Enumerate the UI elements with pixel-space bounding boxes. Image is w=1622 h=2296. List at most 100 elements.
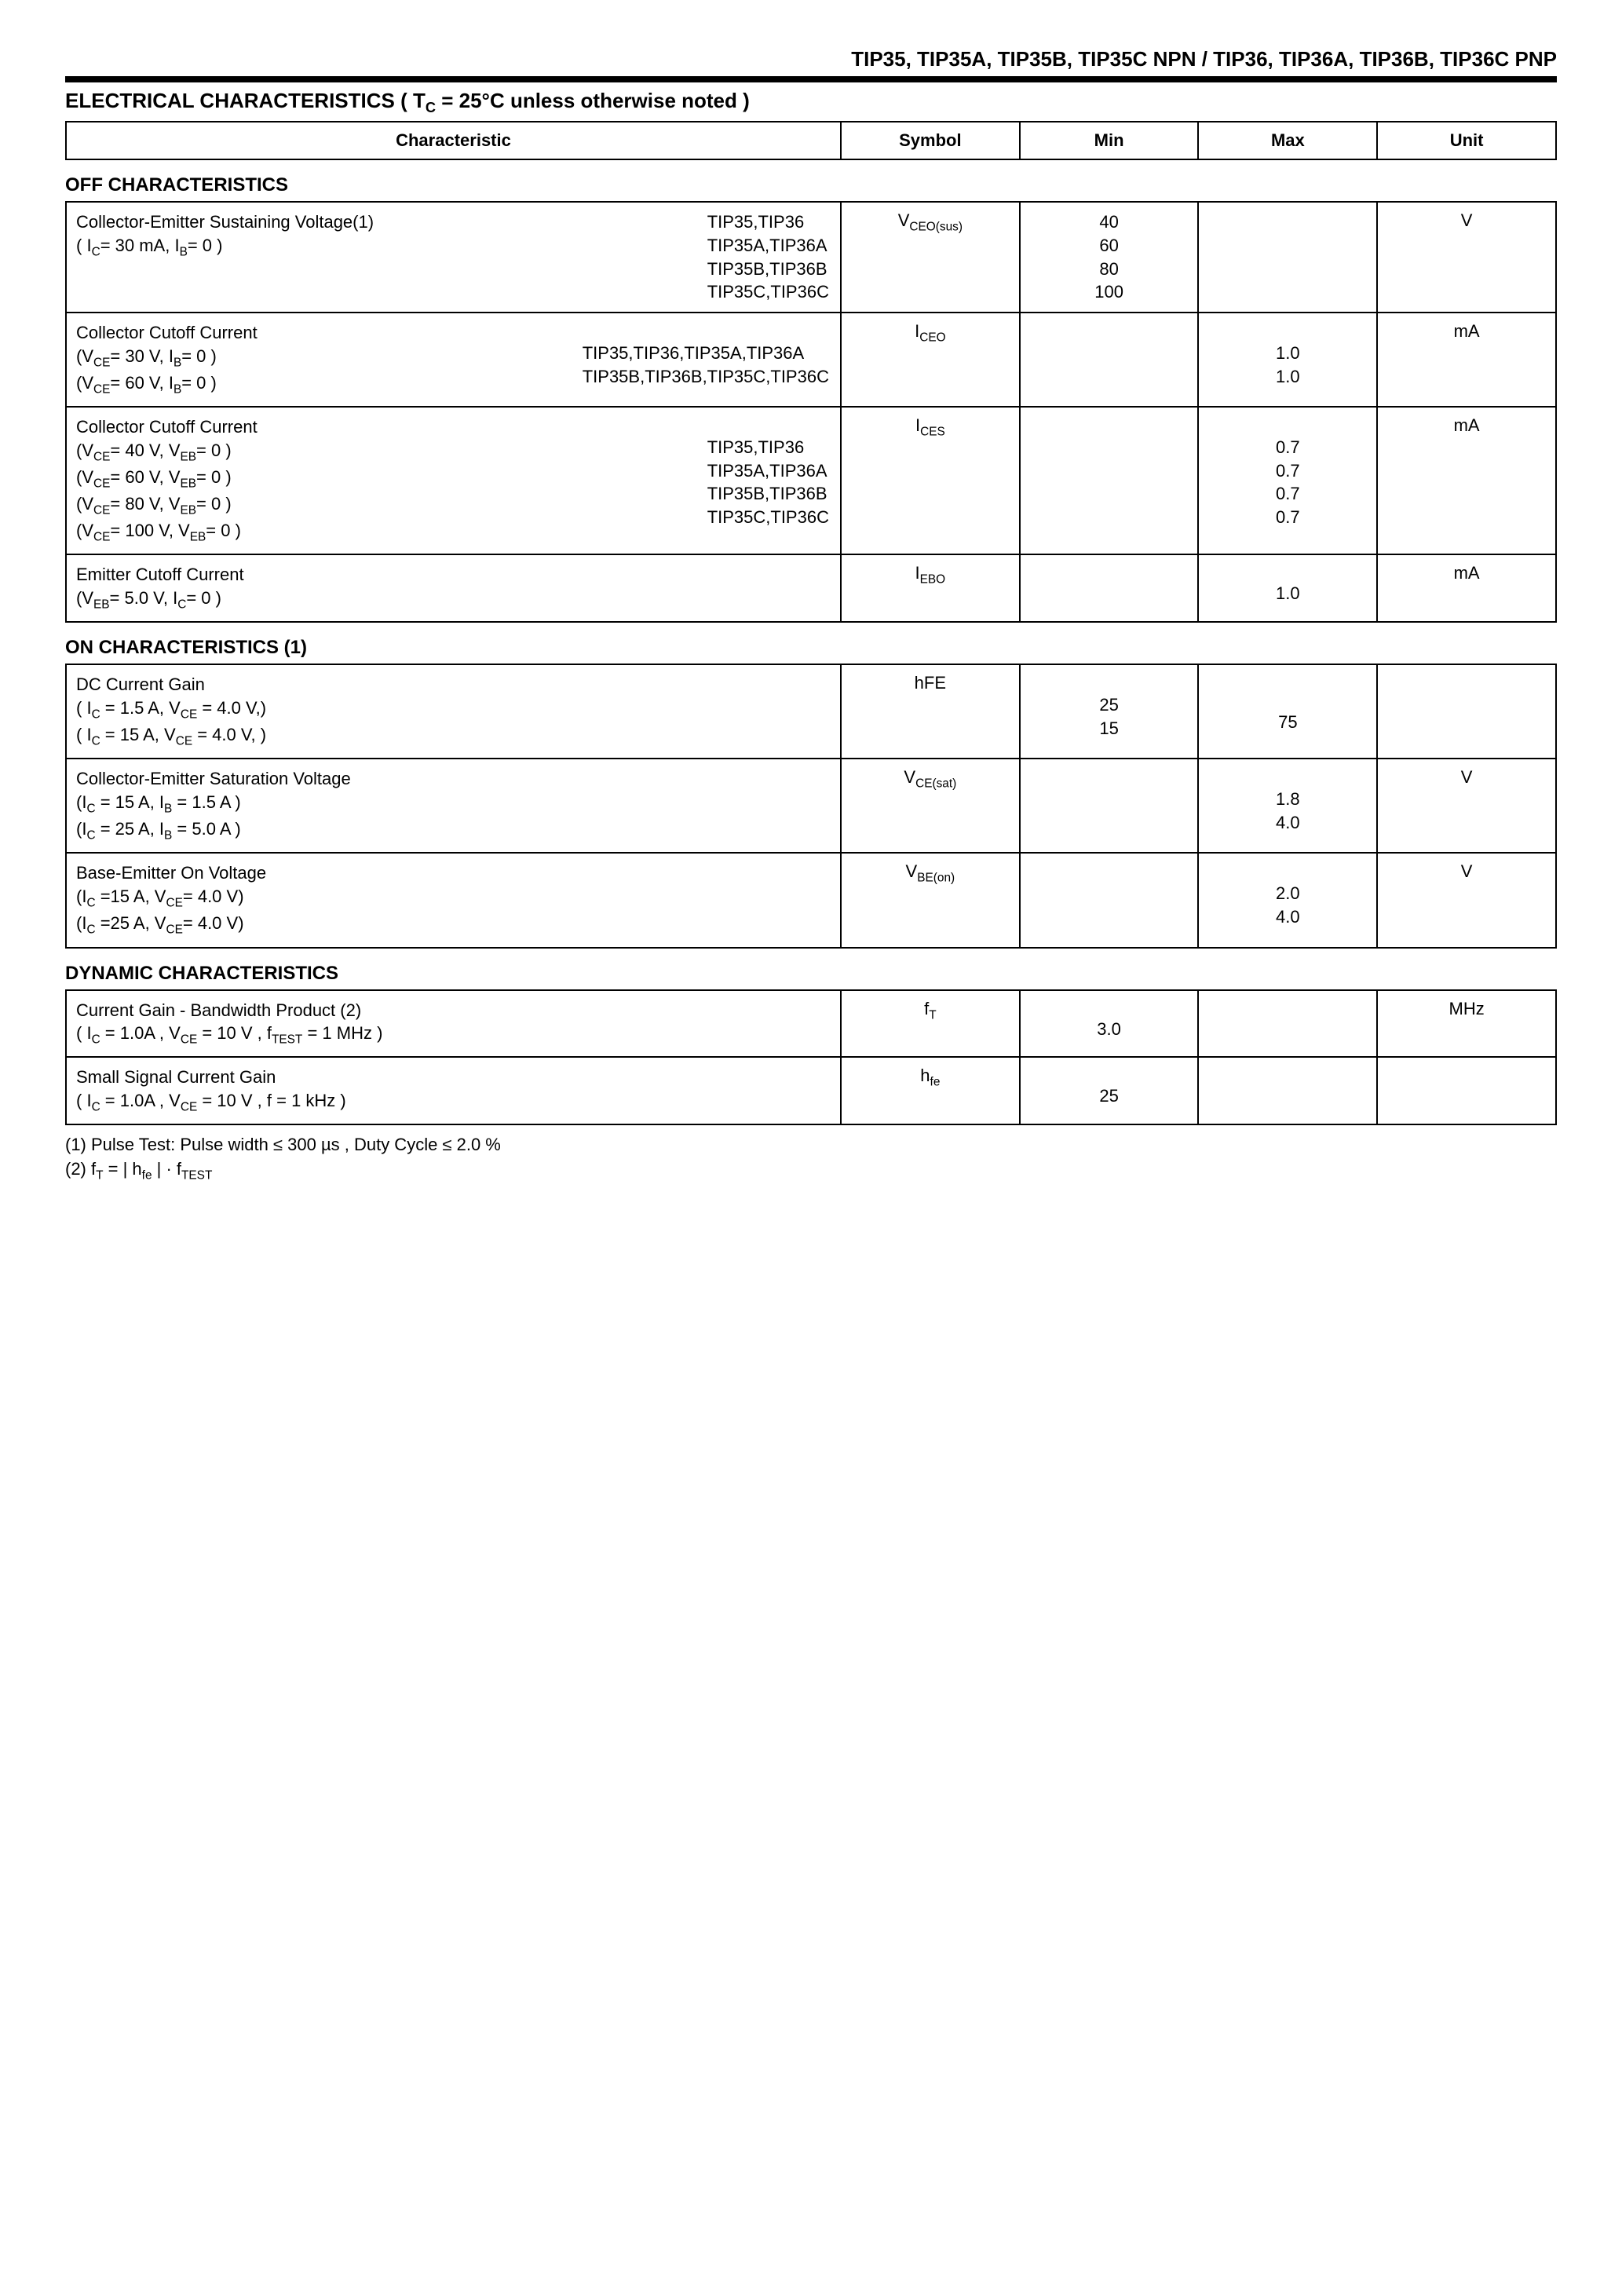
cell-symbol: VCE(sat) — [841, 759, 1020, 853]
char-sub: C — [92, 245, 100, 258]
char-text: DC Current Gain — [76, 675, 205, 694]
sect-title-sub: C — [426, 100, 436, 115]
table-row: Base-Emitter On Voltage (IC =15 A, VCE= … — [66, 853, 1556, 947]
cell-characteristic: DC Current Gain ( IC = 1.5 A, VCE = 4.0 … — [66, 664, 841, 759]
char-text: = 0 ) — [196, 441, 232, 460]
char-text: (V — [76, 346, 93, 366]
cell-symbol: hfe — [841, 1057, 1020, 1124]
symbol-sub: CES — [920, 425, 945, 438]
cell-min — [1020, 313, 1199, 407]
cell-max: 0.7 0.7 0.7 0.7 — [1198, 407, 1377, 554]
table-row: Collector-Emitter Saturation Voltage (IC… — [66, 759, 1556, 853]
device-list: TIP35,TIP36,TIP35A,TIP36A — [583, 343, 804, 363]
cell-symbol: IEBO — [841, 554, 1020, 622]
table-row: Collector-Emitter Sustaining Voltage(1) … — [66, 202, 1556, 313]
cell-symbol: hFE — [841, 664, 1020, 759]
cell-unit: V — [1377, 202, 1556, 313]
char-text: = 15 A, V — [100, 725, 176, 744]
char-text: ( I — [76, 1091, 92, 1110]
char-text: = 4.0 V) — [183, 887, 244, 906]
char-sub: CE — [93, 531, 110, 544]
th-min: Min — [1020, 122, 1199, 159]
char-sub: EB — [181, 450, 197, 463]
cell-characteristic: Emitter Cutoff Current (VEB= 5.0 V, IC= … — [66, 554, 841, 622]
device-list: TIP35B,TIP36B — [707, 484, 827, 503]
fn-sub: T — [96, 1168, 103, 1182]
char-sub: CE — [181, 1100, 197, 1113]
section-dyn-title: DYNAMIC CHARACTERISTICS — [65, 963, 1557, 985]
symbol-sub: EBO — [920, 573, 946, 587]
char-text: ( I — [76, 725, 92, 744]
cell-characteristic: Collector Cutoff Current (VCE= 40 V, VEB… — [66, 407, 841, 554]
device-list: TIP35B,TIP36B — [707, 259, 827, 279]
char-sub: CE — [166, 923, 182, 937]
char-text: = 60 V, V — [110, 467, 180, 487]
device-list: TIP35A,TIP36A — [707, 461, 827, 481]
char-sub: B — [174, 356, 181, 369]
char-sub: CE — [93, 382, 110, 396]
char-sub: C — [86, 923, 95, 937]
device-list: TIP35C,TIP36C — [707, 282, 829, 302]
cell-symbol: fT — [841, 990, 1020, 1058]
cell-characteristic: Base-Emitter On Voltage (IC =15 A, VCE= … — [66, 853, 841, 947]
char-text: (V — [76, 373, 93, 393]
char-sub: CE — [166, 897, 182, 910]
char-sub: CE — [93, 450, 110, 463]
char-text: = 25 A, I — [96, 819, 164, 839]
cell-characteristic: Collector Cutoff Current (VCE= 30 V, IB=… — [66, 313, 841, 407]
sect-title-a: ELECTRICAL CHARACTERISTICS ( T — [65, 89, 426, 112]
char-text: ( I — [76, 1023, 92, 1043]
section-off-title: OFF CHARACTERISTICS — [65, 174, 1557, 196]
char-text: (V — [76, 588, 93, 608]
symbol-sub: BE(on) — [917, 872, 955, 885]
char-text: = 5.0 A ) — [172, 819, 240, 839]
header-rule — [65, 76, 1557, 82]
char-text: Base-Emitter On Voltage — [76, 863, 266, 883]
cell-unit — [1377, 1057, 1556, 1124]
char-text: = 4.0 V) — [183, 913, 244, 933]
table-row: Small Signal Current Gain ( IC = 1.0A , … — [66, 1057, 1556, 1124]
char-text: Small Signal Current Gain — [76, 1067, 276, 1087]
char-sub: CE — [181, 1033, 197, 1047]
char-sub: CE — [181, 707, 197, 721]
cell-max: 1.0 1.0 — [1198, 313, 1377, 407]
cell-symbol: ICEO — [841, 313, 1020, 407]
char-sub: EB — [190, 531, 206, 544]
table-row: Emitter Cutoff Current (VEB= 5.0 V, IC= … — [66, 554, 1556, 622]
off-characteristics-table: Collector-Emitter Sustaining Voltage(1) … — [65, 201, 1557, 623]
footnotes: (1) Pulse Test: Pulse width ≤ 300 µs , D… — [65, 1133, 1557, 1184]
cell-symbol: ICES — [841, 407, 1020, 554]
cell-characteristic: Collector-Emitter Sustaining Voltage(1) … — [66, 202, 841, 313]
table-row: Current Gain - Bandwidth Product (2) ( I… — [66, 990, 1556, 1058]
char-text: = 15 A, I — [96, 792, 164, 812]
cell-max — [1198, 1057, 1377, 1124]
char-text: (V — [76, 441, 93, 460]
char-sub: B — [174, 382, 181, 396]
fn-sub: TEST — [181, 1168, 212, 1182]
cell-symbol: VBE(on) — [841, 853, 1020, 947]
char-text: = 30 V, I — [110, 346, 174, 366]
table-row: Collector Cutoff Current (VCE= 30 V, IB=… — [66, 313, 1556, 407]
char-text: = 1.0A , V — [100, 1091, 181, 1110]
char-text: = 60 V, I — [110, 373, 174, 393]
char-sub: C — [86, 802, 95, 815]
symbol-main: V — [898, 210, 910, 230]
cell-min: 25 15 — [1020, 664, 1199, 759]
cell-characteristic: Current Gain - Bandwidth Product (2) ( I… — [66, 990, 841, 1058]
fn-text: = | h — [104, 1159, 142, 1179]
char-text: = 100 V, V — [110, 521, 189, 540]
char-sub: C — [92, 707, 100, 721]
char-text: = 1 MHz ) — [302, 1023, 382, 1043]
cell-max: 2.0 4.0 — [1198, 853, 1377, 947]
symbol-sub: CEO(sus) — [909, 221, 963, 234]
table-header-row: Characteristic Symbol Min Max Unit — [66, 122, 1556, 159]
device-list: TIP35A,TIP36A — [707, 236, 827, 255]
char-text: = 1.5 A, V — [100, 698, 181, 718]
device-list: TIP35,TIP36 — [707, 212, 805, 232]
char-sub: CE — [176, 735, 192, 748]
cell-max: 1.0 — [1198, 554, 1377, 622]
table-row: Collector Cutoff Current (VCE= 40 V, VEB… — [66, 407, 1556, 554]
char-sub: B — [180, 245, 188, 258]
symbol-sub: fe — [930, 1076, 941, 1089]
symbol-main: V — [904, 767, 915, 787]
